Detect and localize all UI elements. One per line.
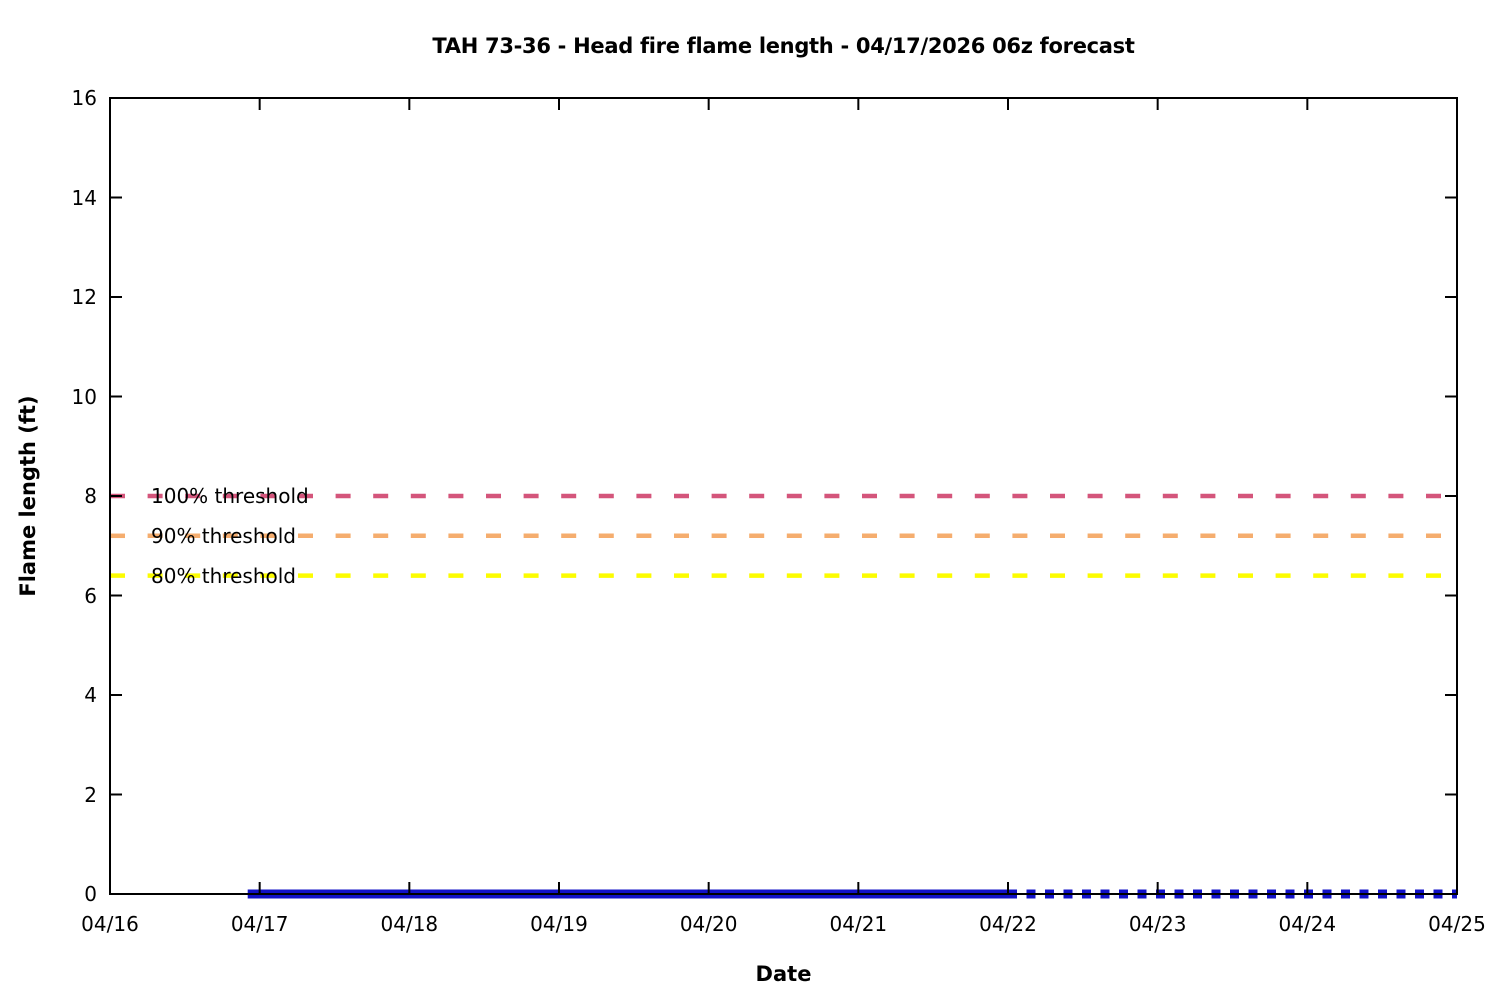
chart-title: TAH 73-36 - Head fire flame length - 04/… <box>432 34 1135 58</box>
x-axis-title: Date <box>755 962 812 986</box>
